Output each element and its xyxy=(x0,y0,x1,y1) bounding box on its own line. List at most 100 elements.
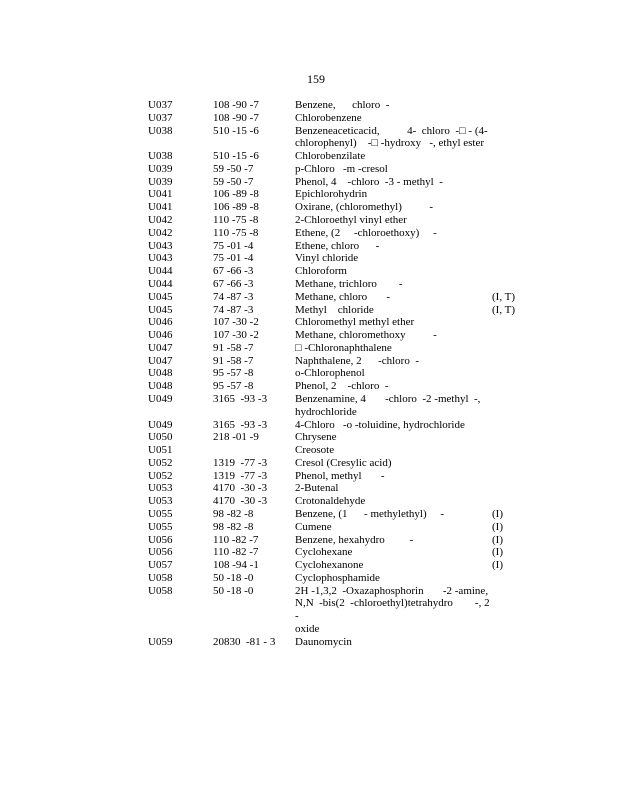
substance-name: Methane, chloro - xyxy=(295,290,390,303)
cas-number: 106 -89 -8 xyxy=(213,201,259,214)
hazard-code xyxy=(492,252,532,265)
table-row: U057 108 -94 -1 Cyclohexanone (I) xyxy=(148,559,532,572)
table-row: U058 50 -18 -0 Cyclophosphamide xyxy=(148,572,532,585)
substance-name: Benzeneaceticacid, 4- chloro -□ - (4- ch… xyxy=(295,124,488,150)
cas-number: 74 -87 -3 xyxy=(213,290,254,303)
cas-number: 59 -50 -7 xyxy=(213,162,254,175)
waste-code: U051 xyxy=(148,444,173,457)
hazard-code xyxy=(492,201,532,214)
substance-name: Cresol (Cresylic acid) xyxy=(295,456,392,469)
hazard-code xyxy=(492,482,532,495)
cas-number: 110 -82 -7 xyxy=(213,533,259,546)
table-row: U058 50 -18 -0 2H -1,3,2 -Oxazaphosphorin … xyxy=(148,585,532,636)
table-row: U047 91 -58 -7 □ -Chloronaphthalene xyxy=(148,342,532,355)
cas-number: 218 -01 -9 xyxy=(213,431,259,444)
cas-number: 74 -87 -3 xyxy=(213,303,254,316)
waste-code: U045 xyxy=(148,290,173,303)
substance-name: Oxirane, (chloromethyl) - xyxy=(295,201,434,214)
substance-name: Epichlorohydrin xyxy=(295,188,368,201)
table-body: U037 108 -90 -7 Benzene, chloro - U037 108 -… xyxy=(148,99,532,649)
table-row: U041 106 -89 -8 Epichlorohydrin xyxy=(148,188,532,201)
waste-code: U049 xyxy=(148,392,173,405)
cas-number: 3165 -93 -3 xyxy=(213,418,268,431)
hazard-code xyxy=(492,470,532,483)
waste-code: U041 xyxy=(148,188,173,201)
table-row: U042 110 -75 -8 Ethene, (2 -chloroethoxy) … xyxy=(148,227,532,240)
hazard-code xyxy=(492,457,532,470)
cas-number: 20830 -81 - 3 xyxy=(213,635,276,648)
waste-code: U043 xyxy=(148,239,173,252)
waste-code: U052 xyxy=(148,469,173,482)
hazard-code xyxy=(492,163,532,176)
table-row: U052 1319 -77 -3 Cresol (Cresylic acid) xyxy=(148,457,532,470)
cas-number: 108 -90 -7 xyxy=(213,111,259,124)
table-row: U055 98 -82 -8 Cumene (I) xyxy=(148,521,532,534)
waste-code: U046 xyxy=(148,329,173,342)
hazard-code: (I) xyxy=(492,508,503,520)
hazard-code xyxy=(492,585,532,636)
substance-name: Cumene xyxy=(295,520,332,533)
hazard-code xyxy=(492,444,532,457)
hazard-code: (I, T) xyxy=(492,303,516,316)
hazard-code xyxy=(492,329,532,342)
cas-number: 95 -57 -8 xyxy=(213,380,254,393)
hazard-code xyxy=(492,367,532,380)
substance-name: p-Chloro -m -cresol xyxy=(295,162,388,175)
cas-number: 3165 -93 -3 xyxy=(213,392,268,405)
cas-number: 91 -58 -7 xyxy=(213,354,254,367)
table-row: U051 Creosote xyxy=(148,444,532,457)
table-row: U048 95 -57 -8 o-Chlorophenol xyxy=(148,367,532,380)
hazard-code: (I, T) xyxy=(492,290,516,303)
table-row: U041 106 -89 -8 Oxirane, (chloromethyl) - xyxy=(148,201,532,214)
cas-number: 107 -30 -2 xyxy=(213,316,259,329)
table-row: U049 3165 -93 -3 4-Chloro -o -toluidine, h… xyxy=(148,419,532,432)
table-row: U044 67 -66 -3 Methane, trichloro - xyxy=(148,278,532,291)
hazard-code xyxy=(492,150,532,163)
hazard-code: (I) xyxy=(492,559,503,572)
waste-code: U057 xyxy=(148,559,173,572)
waste-code: U047 xyxy=(148,341,173,354)
hazard-code xyxy=(492,636,532,649)
substance-name: Chloromethyl methyl ether xyxy=(295,316,415,329)
waste-code: U045 xyxy=(148,303,173,316)
table-row: U038 510 -15 -6 Chlorobenzilate xyxy=(148,150,532,163)
cas-number: 4170 -30 -3 xyxy=(213,495,268,508)
cas-number: 50 -18 -0 xyxy=(213,584,254,597)
cas-number: 59 -50 -7 xyxy=(213,175,254,188)
waste-code: U058 xyxy=(148,584,173,597)
cas-number: 108 -94 -1 xyxy=(213,559,259,572)
waste-code: U058 xyxy=(148,571,173,584)
substance-name: Methane, chloromethoxy - xyxy=(295,329,437,342)
substance-name: 2H -1,3,2 -Oxazaphosphorin -2 -amine, N,… xyxy=(295,584,490,636)
table-row: U048 95 -57 -8 Phenol, 2 -chloro - xyxy=(148,380,532,393)
substance-name: Methyl chloride xyxy=(295,303,374,316)
waste-code: U044 xyxy=(148,277,173,290)
waste-code: U037 xyxy=(148,99,173,111)
cas-number: 110 -75 -8 xyxy=(213,226,259,239)
waste-code: U052 xyxy=(148,456,173,469)
substance-name: Benzene, chloro - xyxy=(295,99,390,111)
cas-number: 4170 -30 -3 xyxy=(213,482,268,495)
waste-code: U039 xyxy=(148,162,173,175)
cas-number: 110 -75 -8 xyxy=(213,214,259,227)
hazard-code xyxy=(492,431,532,444)
hazard-code: (I) xyxy=(492,546,503,559)
table-row: U046 107 -30 -2 Chloromethyl methyl ether xyxy=(148,316,532,329)
waste-code: U039 xyxy=(148,175,173,188)
hazard-code: (I) xyxy=(492,533,503,546)
hazard-code xyxy=(492,380,532,393)
table-row: U045 74 -87 -3 Methyl chloride (I, T) xyxy=(148,304,532,317)
hazard-code xyxy=(492,99,532,112)
hazard-code xyxy=(492,265,532,278)
substance-name: 2-Chloroethyl vinyl ether xyxy=(295,214,407,227)
hazard-code xyxy=(492,176,532,189)
substance-name: Creosote xyxy=(295,444,335,457)
waste-code: U038 xyxy=(148,124,173,137)
cas-number: 106 -89 -8 xyxy=(213,188,259,201)
cas-number: 95 -57 -8 xyxy=(213,367,254,380)
waste-code: U048 xyxy=(148,367,173,380)
waste-code: U042 xyxy=(148,214,173,227)
cas-number: 98 -82 -8 xyxy=(213,508,254,520)
substance-name: Crotonaldehyde xyxy=(295,495,366,508)
substance-name: Chlorobenzilate xyxy=(295,150,366,163)
